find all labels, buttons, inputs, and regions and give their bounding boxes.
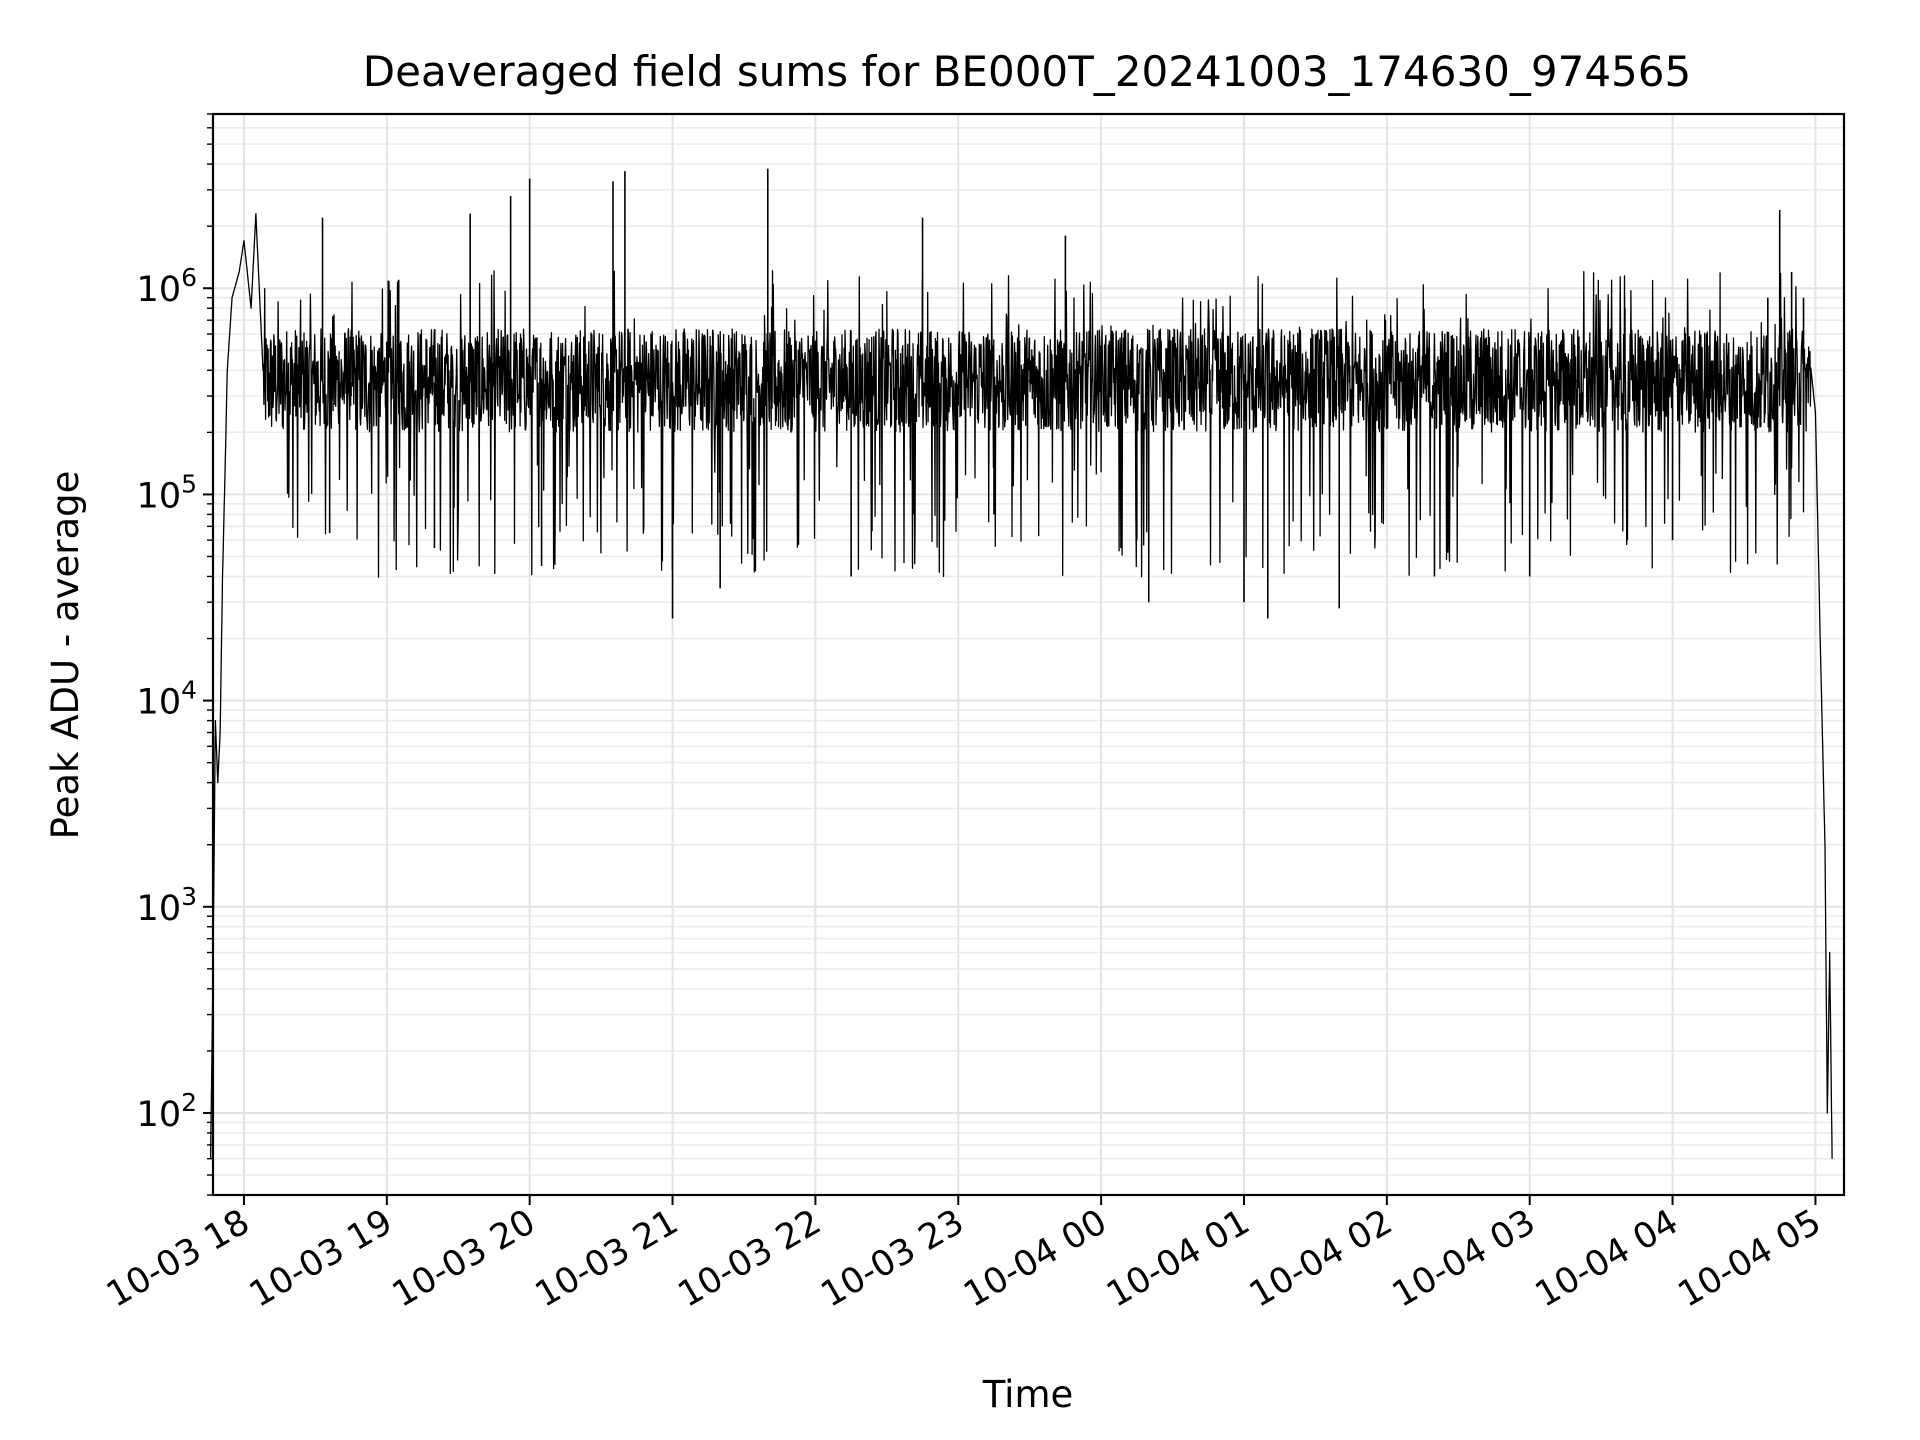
- x-axis-label: Time: [982, 1373, 1074, 1416]
- y-tick-base: 10: [137, 270, 182, 310]
- y-tick-base: 10: [137, 1095, 182, 1135]
- plot-line: [209, 168, 1833, 1159]
- y-tick-label: 104: [137, 676, 197, 723]
- y-tick-label: 103: [137, 882, 197, 929]
- y-tick-exponent: 6: [181, 263, 197, 292]
- y-tick-label: 106: [137, 263, 197, 310]
- plot-frame: [211, 112, 1846, 1197]
- series-spikes: [271, 168, 1805, 619]
- y-tick-base: 10: [137, 889, 182, 929]
- y-tick-base: 10: [137, 683, 182, 723]
- y-tick-exponent: 5: [181, 469, 197, 498]
- y-tick-exponent: 4: [181, 676, 197, 705]
- series-line: [209, 213, 1833, 1159]
- y-tick-label: 102: [137, 1088, 197, 1135]
- y-axis-label: Peak ADU - average: [44, 471, 87, 840]
- y-tick-base: 10: [137, 476, 182, 516]
- chart-title: Deaveraged field sums for BE000T_2024100…: [363, 47, 1691, 96]
- y-tick-exponent: 2: [181, 1088, 197, 1117]
- y-tick-exponent: 3: [181, 882, 197, 911]
- y-tick-label: 105: [137, 469, 197, 516]
